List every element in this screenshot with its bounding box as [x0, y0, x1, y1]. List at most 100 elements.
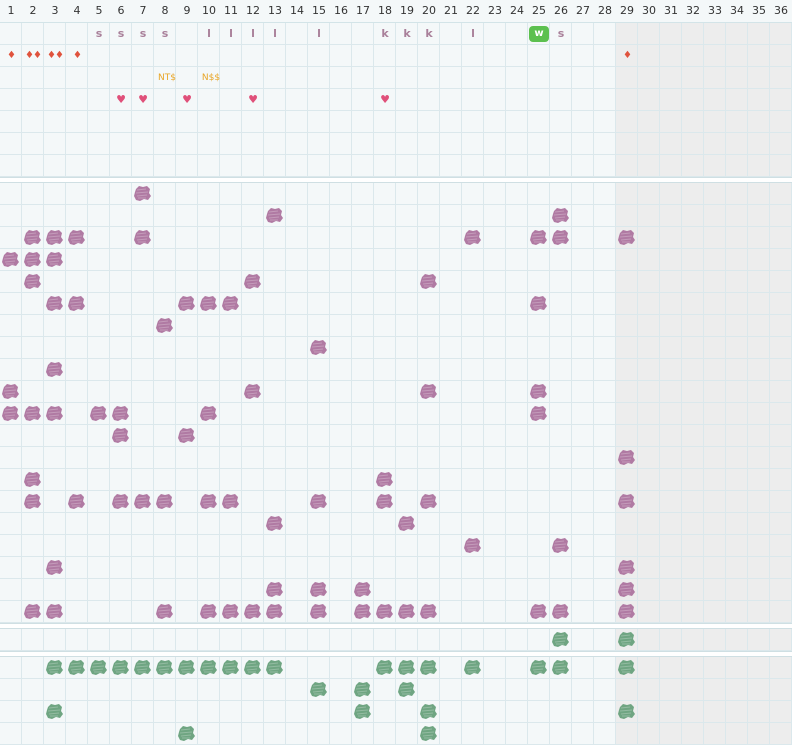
purple-mark[interactable] — [551, 537, 569, 554]
heart-icon[interactable]: ♥ — [380, 93, 390, 106]
purple-mark[interactable] — [419, 383, 437, 400]
purple-mark[interactable] — [265, 207, 283, 224]
heart-icon[interactable]: ♥ — [116, 93, 126, 106]
purple-mark[interactable] — [375, 603, 393, 620]
purple-mark[interactable] — [221, 493, 239, 510]
purple-mark[interactable] — [23, 229, 41, 246]
green-mark[interactable] — [529, 659, 547, 676]
green-mark[interactable] — [463, 659, 481, 676]
purple-mark[interactable] — [419, 603, 437, 620]
purple-mark[interactable] — [155, 317, 173, 334]
purple-mark[interactable] — [265, 515, 283, 532]
purple-mark[interactable] — [45, 603, 63, 620]
drop-icon[interactable]: ♦♦ — [47, 50, 64, 61]
purple-mark[interactable] — [133, 493, 151, 510]
purple-mark[interactable] — [397, 515, 415, 532]
drop-icon[interactable]: ♦ — [7, 50, 16, 61]
purple-mark[interactable] — [45, 251, 63, 268]
purple-mark[interactable] — [309, 581, 327, 598]
purple-mark[interactable] — [155, 493, 173, 510]
purple-mark[interactable] — [89, 405, 107, 422]
letter-marker[interactable]: k — [425, 27, 433, 40]
purple-mark[interactable] — [23, 493, 41, 510]
purple-mark[interactable] — [529, 383, 547, 400]
purple-mark[interactable] — [551, 603, 569, 620]
drop-icon[interactable]: ♦♦ — [25, 50, 42, 61]
purple-mark[interactable] — [111, 493, 129, 510]
letter-marker[interactable]: s — [161, 27, 169, 40]
purple-mark[interactable] — [617, 229, 635, 246]
purple-mark[interactable] — [1, 405, 19, 422]
green-mark[interactable] — [419, 725, 437, 742]
purple-mark[interactable] — [23, 405, 41, 422]
purple-mark[interactable] — [529, 229, 547, 246]
purple-mark[interactable] — [463, 229, 481, 246]
purple-mark[interactable] — [199, 493, 217, 510]
purple-mark[interactable] — [617, 493, 635, 510]
drop-icon[interactable]: ♦ — [73, 50, 82, 61]
purple-mark[interactable] — [1, 383, 19, 400]
green-mark[interactable] — [243, 659, 261, 676]
purple-mark[interactable] — [265, 581, 283, 598]
purple-mark[interactable] — [265, 603, 283, 620]
purple-mark[interactable] — [309, 603, 327, 620]
green-mark[interactable] — [265, 659, 283, 676]
purple-mark[interactable] — [23, 273, 41, 290]
purple-mark[interactable] — [199, 405, 217, 422]
letter-marker[interactable]: l — [229, 27, 233, 40]
purple-mark[interactable] — [463, 537, 481, 554]
heart-icon[interactable]: ♥ — [182, 93, 192, 106]
green-mark[interactable] — [353, 681, 371, 698]
purple-mark[interactable] — [45, 559, 63, 576]
heart-icon[interactable]: ♥ — [248, 93, 258, 106]
purple-mark[interactable] — [23, 471, 41, 488]
purple-mark-grid[interactable] — [0, 183, 792, 623]
purple-mark[interactable] — [221, 603, 239, 620]
green-mark[interactable] — [199, 659, 217, 676]
green-mark[interactable] — [155, 659, 173, 676]
purple-mark[interactable] — [397, 603, 415, 620]
letter-marker[interactable]: k — [381, 27, 389, 40]
green-mark[interactable] — [617, 703, 635, 720]
purple-mark[interactable] — [375, 493, 393, 510]
purple-mark[interactable] — [243, 603, 261, 620]
purple-mark[interactable] — [67, 493, 85, 510]
green-mark[interactable] — [309, 681, 327, 698]
letter-marker[interactable]: s — [557, 27, 565, 40]
purple-mark[interactable] — [155, 603, 173, 620]
green-mark[interactable] — [397, 681, 415, 698]
purple-mark[interactable] — [617, 559, 635, 576]
purple-mark[interactable] — [23, 603, 41, 620]
green-mark[interactable] — [551, 659, 569, 676]
green-mark[interactable] — [177, 725, 195, 742]
purple-mark[interactable] — [551, 207, 569, 224]
purple-mark[interactable] — [617, 449, 635, 466]
purple-mark[interactable] — [199, 295, 217, 312]
purple-mark[interactable] — [243, 273, 261, 290]
purple-mark[interactable] — [419, 493, 437, 510]
purple-mark[interactable] — [617, 581, 635, 598]
green-mark-grid[interactable] — [0, 657, 792, 745]
purple-mark[interactable] — [529, 405, 547, 422]
purple-mark[interactable] — [199, 603, 217, 620]
letter-marker[interactable]: s — [139, 27, 147, 40]
purple-mark[interactable] — [375, 471, 393, 488]
letter-marker[interactable]: l — [273, 27, 277, 40]
purple-mark[interactable] — [67, 295, 85, 312]
green-mark[interactable] — [397, 659, 415, 676]
green-mark[interactable] — [67, 659, 85, 676]
purple-mark[interactable] — [1, 251, 19, 268]
purple-mark[interactable] — [353, 581, 371, 598]
purple-mark[interactable] — [133, 185, 151, 202]
letter-marker[interactable]: l — [251, 27, 255, 40]
purple-mark[interactable] — [133, 229, 151, 246]
purple-mark[interactable] — [45, 229, 63, 246]
purple-mark[interactable] — [243, 383, 261, 400]
purple-mark[interactable] — [309, 339, 327, 356]
green-mark[interactable] — [419, 703, 437, 720]
purple-mark[interactable] — [45, 295, 63, 312]
green-mark[interactable] — [617, 631, 635, 648]
green-mark[interactable] — [177, 659, 195, 676]
letter-marker[interactable]: s — [117, 27, 125, 40]
indicator-grid[interactable]: s s s s l l l l l k k k l s w ♦ ♦♦ ♦♦ ♦ ♦ NT$ N$$ ♥ ♥ ♥ ♥ ♥ — [0, 23, 792, 177]
